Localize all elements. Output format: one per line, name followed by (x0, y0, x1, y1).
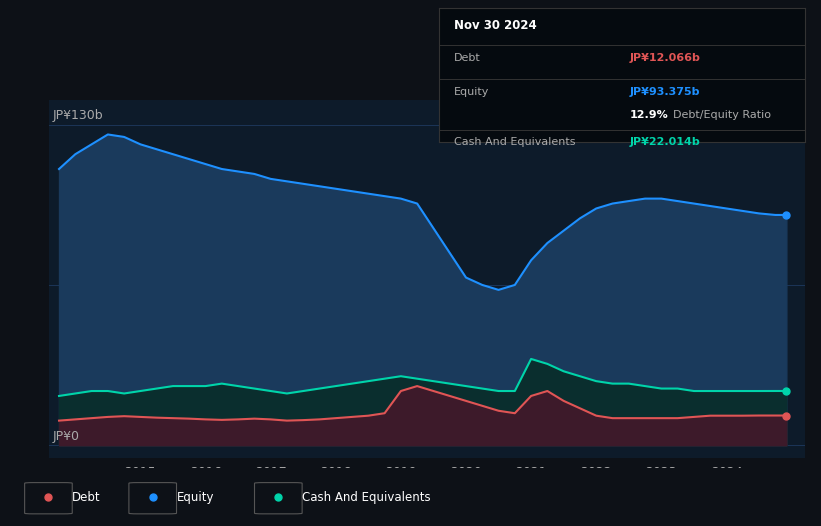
Text: Debt/Equity Ratio: Debt/Equity Ratio (673, 110, 771, 120)
Text: JP¥93.375b: JP¥93.375b (629, 87, 699, 97)
Text: Cash And Equivalents: Cash And Equivalents (454, 137, 576, 147)
Text: JP¥12.066b: JP¥12.066b (629, 54, 700, 64)
Text: Debt: Debt (454, 54, 480, 64)
Text: Equity: Equity (177, 491, 214, 503)
FancyBboxPatch shape (255, 483, 302, 514)
Text: Nov 30 2024: Nov 30 2024 (454, 18, 537, 32)
Text: JP¥22.014b: JP¥22.014b (629, 137, 700, 147)
Text: JP¥130b: JP¥130b (53, 109, 103, 122)
FancyBboxPatch shape (129, 483, 177, 514)
Text: Equity: Equity (454, 87, 489, 97)
Text: JP¥0: JP¥0 (53, 430, 80, 443)
FancyBboxPatch shape (25, 483, 72, 514)
Text: 12.9%: 12.9% (629, 110, 668, 120)
Text: Debt: Debt (72, 491, 101, 503)
Text: Cash And Equivalents: Cash And Equivalents (302, 491, 431, 503)
